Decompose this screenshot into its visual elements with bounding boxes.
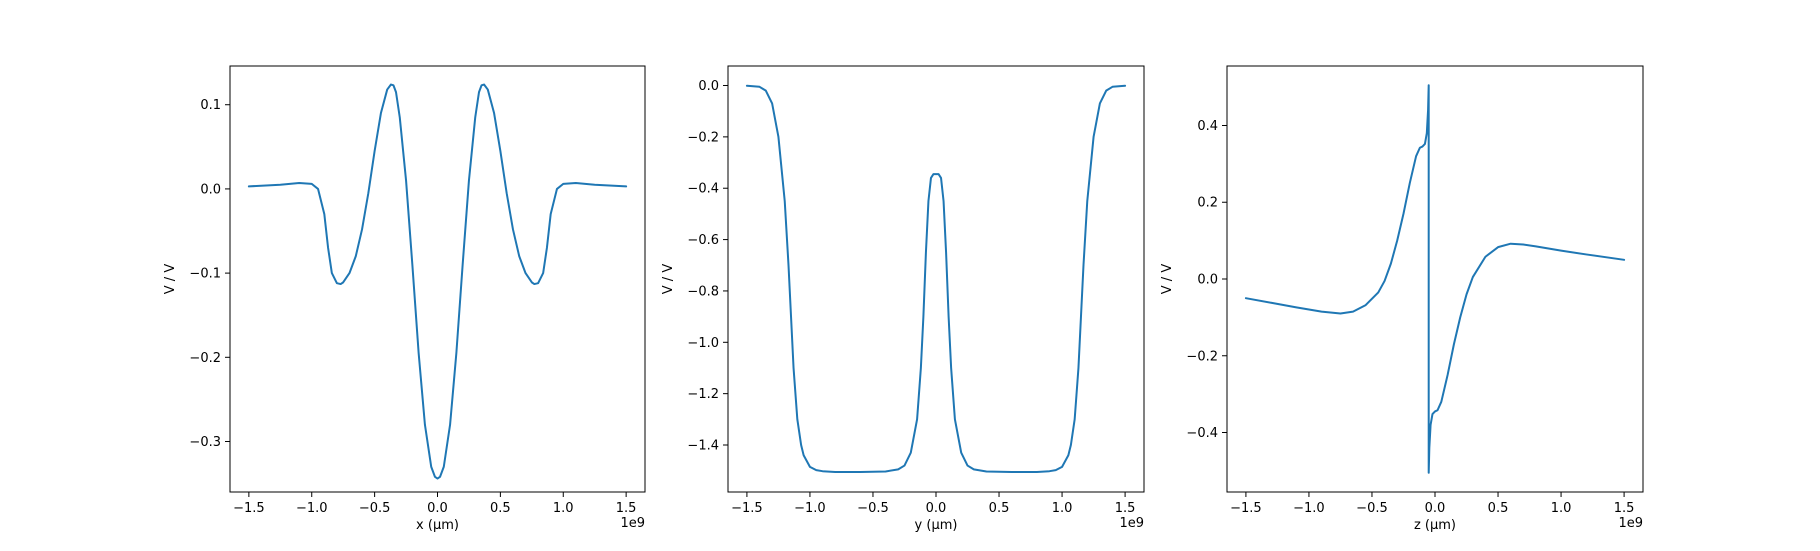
y-tick-label: 0.1: [200, 98, 221, 113]
y-tick-label: −0.2: [189, 351, 221, 366]
y-tick-label: −0.3: [189, 435, 221, 450]
y-axis-label: V / V: [1160, 264, 1175, 295]
y-tick-label: −0.1: [189, 267, 221, 282]
y-axis-label: V / V: [661, 264, 676, 295]
y-tick-label: −1.2: [687, 387, 719, 402]
x-tick-label: 1.5: [1614, 501, 1635, 516]
x-tick-label: 0.5: [989, 501, 1010, 516]
subplot-1: −1.5 −1.0 −0.5 0.0 0.5 1.0 1.5 0.1 0.0 −0.1 −0.2 −0…: [163, 65, 646, 533]
x-tick-label: 1.5: [616, 501, 637, 516]
x-tick-label: 1.0: [1052, 501, 1073, 516]
y-tick-label: 0.4: [1197, 119, 1218, 134]
subplot-3: −1.5 −1.0 −0.5 0.0 0.5 1.0 1.5 0.4 0.2 0.0 −0.2 −0.…: [1160, 65, 1644, 533]
y-tick-label: −0.2: [1186, 349, 1218, 364]
x-tick-label: −1.0: [794, 501, 826, 516]
y-axis-label: V / V: [163, 264, 178, 295]
x-axis-label: z (µm): [1414, 518, 1456, 533]
x-tick-label: −0.5: [1356, 501, 1388, 516]
y-tick-label: −0.4: [687, 182, 719, 197]
x-tick-label: 1.0: [1551, 501, 1572, 516]
x-tick-label: −1.5: [1230, 501, 1262, 516]
y-tick-label: −1.0: [687, 336, 719, 351]
y-tick-label: −0.8: [687, 284, 719, 299]
x-tick-label: −1.0: [1293, 501, 1325, 516]
x-tick-label: 0.0: [926, 501, 947, 516]
y-tick-label: 0.0: [698, 79, 719, 94]
y-tick-label: 0.0: [200, 182, 221, 197]
x-tick-label: −0.5: [359, 501, 391, 516]
x-tick-label: 0.0: [1425, 501, 1446, 516]
x-axis-label: y (µm): [915, 518, 958, 533]
x-tick-label: 0.5: [490, 501, 511, 516]
subplot-2: −1.5 −1.0 −0.5 0.0 0.5 1.0 1.5 0.0 −0.2 −0.4 −0.6 −…: [661, 65, 1145, 533]
x-offset-text: 1e9: [1119, 516, 1144, 531]
x-tick-label: 0.0: [427, 501, 448, 516]
series-line-1: [745, 84, 1127, 473]
y-tick-label: −1.4: [687, 439, 719, 454]
y-tick-label: −0.4: [1186, 426, 1218, 441]
x-tick-label: −0.5: [857, 501, 889, 516]
x-tick-label: −1.0: [296, 501, 328, 516]
x-tick-label: 1.0: [553, 501, 574, 516]
x-offset-text: 1e9: [1618, 516, 1643, 531]
x-axis-label: x (µm): [416, 518, 459, 533]
x-tick-label: −1.5: [233, 501, 265, 516]
y-tick-label: −0.2: [687, 130, 719, 145]
subplots: −1.5 −1.0 −0.5 0.0 0.5 1.0 1.5 0.1 0.0 −0.1 −0.2 −0…: [163, 65, 1644, 533]
series-line-1: [247, 83, 628, 480]
y-tick-label: 0.2: [1197, 196, 1218, 211]
y-tick-label: −0.6: [687, 233, 719, 248]
y-tick-label: 0.0: [1197, 273, 1218, 288]
x-tick-label: −1.5: [731, 501, 763, 516]
x-tick-label: 1.5: [1115, 501, 1136, 516]
x-tick-label: 0.5: [1488, 501, 1509, 516]
series-line-1: [1244, 84, 1626, 474]
x-offset-text: 1e9: [620, 516, 645, 531]
